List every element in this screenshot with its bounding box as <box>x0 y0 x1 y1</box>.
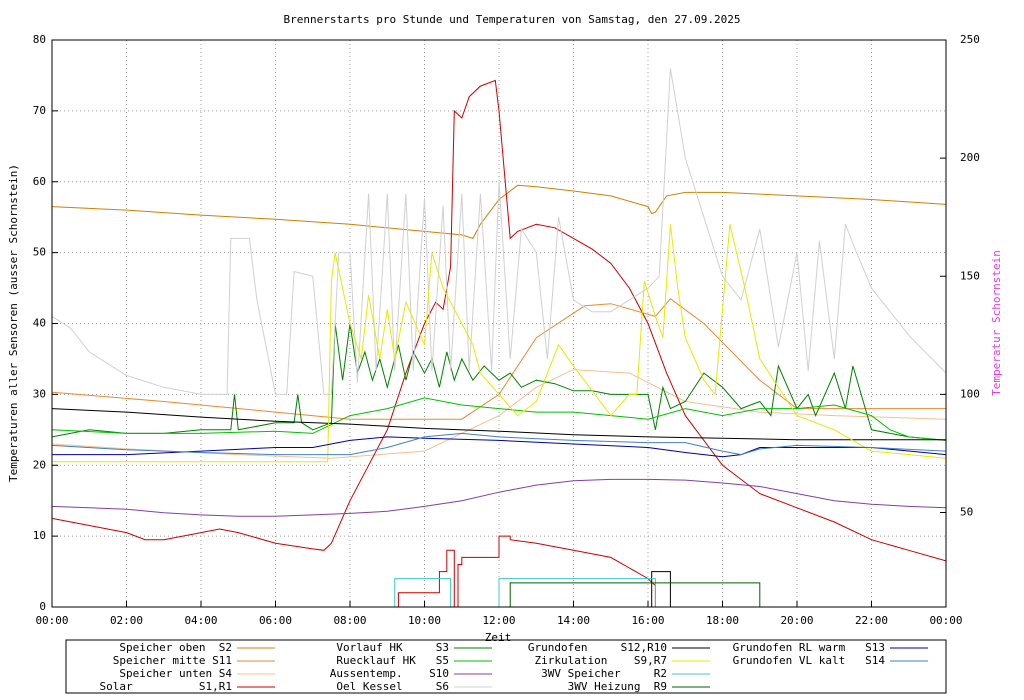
series-line <box>51 68 947 395</box>
y2-tick-label: 250 <box>960 33 980 46</box>
series-line <box>51 408 946 607</box>
legend-label: Speicher unten S4 <box>119 667 232 680</box>
series-line <box>51 323 947 441</box>
x-tick-label: 14:00 <box>557 614 590 627</box>
series-line <box>51 432 947 456</box>
legend-label: Solar S1,R1 <box>100 680 232 693</box>
x-tick-label: 06:00 <box>259 614 292 627</box>
y2-axis-label: Temperatur Schornstein <box>990 250 1003 396</box>
legend-label: Grundofen S12,R10 <box>528 641 667 654</box>
y-tick-label: 20 <box>33 458 46 471</box>
y2-tick-label: 100 <box>960 387 980 400</box>
legend-label: 3WV Heizung R9 <box>568 680 667 693</box>
x-tick-label: 04:00 <box>184 614 217 627</box>
legend-label: Vorlauf HK S3 <box>336 641 449 654</box>
x-tick-label: 10:00 <box>408 614 441 627</box>
series-line <box>51 184 947 240</box>
x-tick-label: 22:00 <box>855 614 888 627</box>
x-tick-label: 00:00 <box>929 614 962 627</box>
series-line <box>51 478 947 517</box>
series-line <box>509 582 761 607</box>
legend-label: Ruecklauf HK S5 <box>336 654 449 667</box>
series-line <box>52 224 947 463</box>
x-tick-label: 18:00 <box>706 614 739 627</box>
legend-label: Zirkulation S9,R7 <box>535 654 667 667</box>
legend-label: Oel Kessel S6 <box>336 680 449 693</box>
x-tick-label: 00:00 <box>35 614 68 627</box>
x-axis-label: Zeit <box>485 631 512 644</box>
y2-tick-label: 150 <box>960 269 980 282</box>
x-tick-label: 16:00 <box>631 614 664 627</box>
series-line <box>51 397 947 441</box>
x-tick-label: 08:00 <box>333 614 366 627</box>
legend-label: 3WV Speicher R2 <box>541 667 667 680</box>
series-line <box>51 369 947 459</box>
series-line <box>51 79 947 608</box>
y-tick-label: 10 <box>33 529 46 542</box>
y-tick-label: 0 <box>39 600 46 613</box>
y-tick-label: 30 <box>33 387 46 400</box>
x-tick-label: 02:00 <box>110 614 143 627</box>
y-axis-label: Temperaturen aller Sensoren (ausser Scho… <box>7 164 20 482</box>
series-line <box>51 298 946 420</box>
legend-box <box>65 639 947 694</box>
legend-label: Speicher mitte S11 <box>113 654 232 667</box>
legend-label: Grundofen RL warm S13 <box>733 641 885 654</box>
y-tick-label: 70 <box>33 104 46 117</box>
legend-label: Speicher oben S2 <box>119 641 232 654</box>
y-tick-label: 80 <box>33 33 46 46</box>
legend-label: Aussentemp. S10 <box>330 667 449 680</box>
y-tick-label: 50 <box>33 246 46 259</box>
plot-frame <box>51 39 947 608</box>
y-tick-label: 40 <box>33 317 46 330</box>
legend-label: Grundofen VL kalt S14 <box>733 654 886 667</box>
chart-title: Brennerstarts pro Stunde und Temperature… <box>284 13 741 26</box>
x-tick-label: 12:00 <box>482 614 515 627</box>
y2-tick-label: 50 <box>960 506 973 519</box>
series-line <box>52 436 947 458</box>
y-tick-label: 60 <box>33 175 46 188</box>
x-tick-label: 20:00 <box>780 614 813 627</box>
y2-tick-label: 200 <box>960 151 980 164</box>
